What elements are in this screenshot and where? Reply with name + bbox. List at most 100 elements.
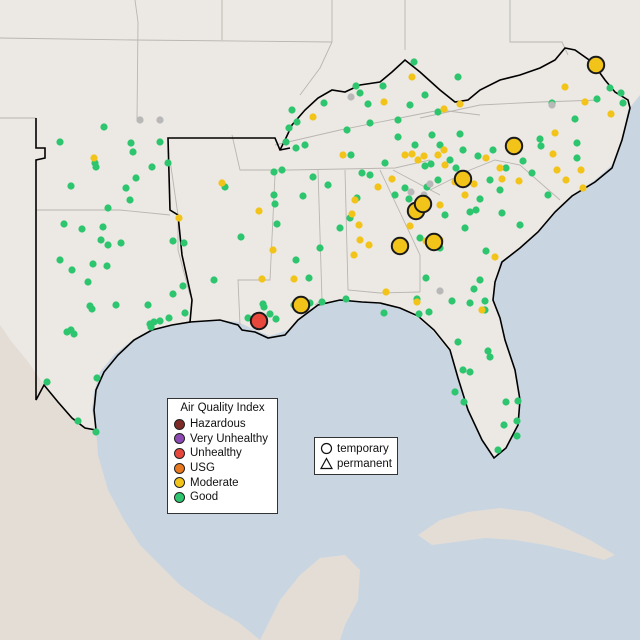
site-marker-good[interactable] [278,166,286,174]
site-marker-good[interactable] [93,374,101,382]
site-marker-good[interactable] [459,366,467,374]
site-marker-moderate[interactable] [356,236,364,244]
site-marker-good[interactable] [441,211,449,219]
site-marker-good[interactable] [489,146,497,154]
site-marker-good[interactable] [617,89,625,97]
site-marker-good[interactable] [498,209,506,217]
site-marker-moderate[interactable] [441,161,449,169]
site-marker-good[interactable] [513,432,521,440]
site-marker-moderate[interactable] [515,177,523,185]
site-marker-moderate[interactable] [351,196,359,204]
site-marker-good[interactable] [336,224,344,232]
site-marker-good[interactable] [210,276,218,284]
site-marker-good[interactable] [126,196,134,204]
site-marker-good[interactable] [89,260,97,268]
site-marker-moderate[interactable] [269,246,277,254]
site-marker-good[interactable] [593,95,601,103]
site-marker-nodata[interactable] [136,116,144,124]
site-marker-good[interactable] [454,73,462,81]
site-marker-good[interactable] [324,181,332,189]
site-marker-good[interactable] [619,99,627,107]
site-marker-moderate[interactable] [348,210,356,218]
site-marker-good[interactable] [320,99,328,107]
site-marker-moderate[interactable] [456,100,464,108]
site-marker-good[interactable] [165,314,173,322]
site-marker-good[interactable] [67,182,75,190]
temporary-site-marker-moderate[interactable] [413,194,433,214]
site-marker-good[interactable] [425,308,433,316]
site-marker-good[interactable] [99,223,107,231]
site-marker-good[interactable] [74,417,82,425]
site-marker-good[interactable] [179,282,187,290]
site-marker-good[interactable] [454,338,462,346]
site-marker-good[interactable] [502,164,510,172]
site-marker-good[interactable] [104,241,112,249]
site-marker-good[interactable] [112,301,120,309]
site-marker-good[interactable] [117,239,125,247]
site-marker-good[interactable] [446,156,454,164]
site-marker-moderate[interactable] [579,184,587,192]
site-marker-good[interactable] [436,141,444,149]
site-marker-good[interactable] [180,239,188,247]
site-marker-good[interactable] [411,141,419,149]
site-marker-moderate[interactable] [388,175,396,183]
site-marker-good[interactable] [571,115,579,123]
site-marker-good[interactable] [401,184,409,192]
site-marker-good[interactable] [448,297,456,305]
site-marker-good[interactable] [266,310,274,318]
site-marker-good[interactable] [573,139,581,147]
site-marker-good[interactable] [380,309,388,317]
site-marker-nodata[interactable] [347,93,355,101]
site-marker-good[interactable] [416,234,424,242]
site-marker-good[interactable] [537,142,545,150]
site-marker-good[interactable] [472,206,480,214]
site-marker-good[interactable] [181,309,189,317]
site-marker-good[interactable] [305,274,313,282]
site-marker-good[interactable] [169,290,177,298]
site-marker-good[interactable] [92,428,100,436]
site-marker-good[interactable] [56,256,64,264]
site-marker-good[interactable] [459,146,467,154]
site-marker-good[interactable] [56,138,64,146]
site-marker-nodata[interactable] [407,188,415,196]
temporary-site-marker-moderate[interactable] [504,136,524,156]
site-marker-good[interactable] [60,220,68,228]
site-marker-good[interactable] [169,237,177,245]
site-marker-good[interactable] [519,157,527,165]
site-marker-moderate[interactable] [420,152,428,160]
site-marker-good[interactable] [486,176,494,184]
site-marker-good[interactable] [422,274,430,282]
site-marker-good[interactable] [481,297,489,305]
site-marker-moderate[interactable] [218,179,226,187]
site-marker-moderate[interactable] [339,151,347,159]
site-marker-good[interactable] [496,186,504,194]
site-marker-good[interactable] [528,169,536,177]
site-marker-moderate[interactable] [496,164,504,172]
site-marker-moderate[interactable] [482,154,490,162]
site-marker-good[interactable] [156,317,164,325]
site-marker-good[interactable] [147,323,155,331]
site-marker-good[interactable] [78,225,86,233]
site-marker-good[interactable] [343,126,351,134]
site-marker-moderate[interactable] [581,98,589,106]
site-marker-good[interactable] [288,106,296,114]
site-marker-good[interactable] [474,152,482,160]
site-marker-good[interactable] [148,163,156,171]
site-marker-good[interactable] [282,138,290,146]
site-marker-moderate[interactable] [577,166,585,174]
site-marker-good[interactable] [129,148,137,156]
site-marker-moderate[interactable] [309,113,317,121]
site-marker-good[interactable] [405,195,413,203]
site-marker-good[interactable] [460,398,468,406]
site-marker-nodata[interactable] [436,287,444,295]
site-marker-good[interactable] [156,138,164,146]
site-marker-moderate[interactable] [413,298,421,306]
site-marker-good[interactable] [366,171,374,179]
site-marker-good[interactable] [366,119,374,127]
site-marker-good[interactable] [164,159,172,167]
temporary-site-marker-moderate[interactable] [453,169,473,189]
site-marker-good[interactable] [127,139,135,147]
site-marker-good[interactable] [451,388,459,396]
site-marker-moderate[interactable] [382,288,390,296]
site-marker-good[interactable] [514,397,522,405]
